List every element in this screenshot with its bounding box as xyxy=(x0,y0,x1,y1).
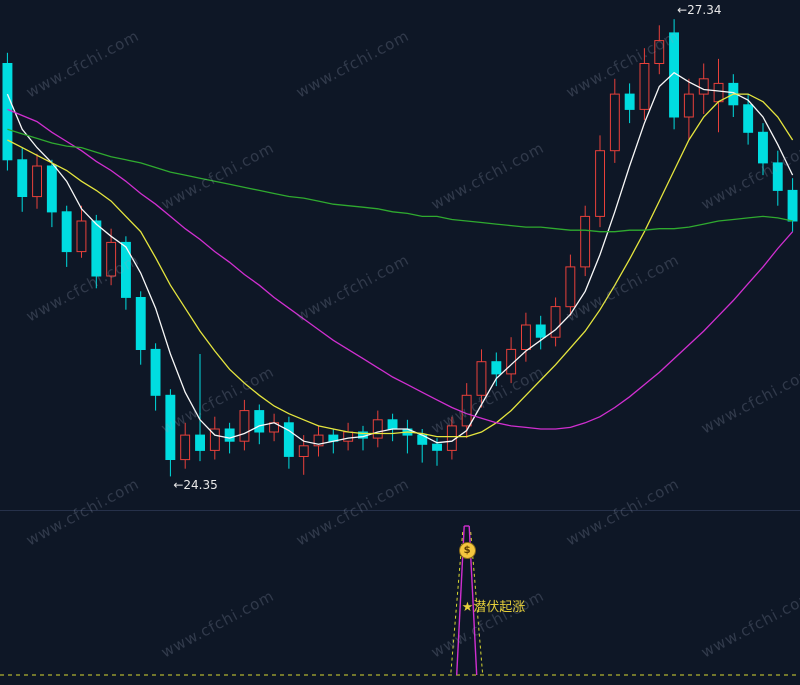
candle-down xyxy=(165,394,176,460)
candle-down xyxy=(387,419,398,430)
candle-down xyxy=(91,220,102,277)
candle-up xyxy=(506,348,517,375)
ma-line-yellow-ma xyxy=(7,93,794,438)
ma-line-white-fast-ma xyxy=(6,71,794,445)
candle-up xyxy=(550,306,561,338)
main-candlestick-chart[interactable] xyxy=(0,0,800,510)
candle-up xyxy=(106,241,117,277)
candle-down xyxy=(758,131,768,164)
candle-up xyxy=(209,428,220,451)
candle-down xyxy=(787,189,798,222)
candle-up xyxy=(461,394,472,427)
candles xyxy=(2,19,798,477)
ma-lines xyxy=(6,71,794,445)
candle-down xyxy=(46,165,57,213)
candle-up xyxy=(76,220,87,253)
candle-down xyxy=(61,211,72,253)
candle-down xyxy=(624,93,635,110)
candle-up xyxy=(521,324,531,350)
candle-up xyxy=(713,82,724,103)
candle-down xyxy=(254,410,265,433)
ma-line-magenta-ma xyxy=(7,108,794,430)
candle-down xyxy=(432,443,443,451)
candle-down xyxy=(491,361,502,375)
low-price-annotation: ←24.35 xyxy=(173,478,218,493)
ma-line-green-slow-ma xyxy=(7,128,793,233)
candle-up xyxy=(180,434,191,461)
candle-down xyxy=(135,297,146,350)
signal-spike xyxy=(0,525,800,676)
signal-label: ★潜伏起涨 xyxy=(461,600,526,615)
candle-up xyxy=(639,63,650,110)
candle-up xyxy=(609,93,620,152)
candle-up xyxy=(446,425,457,451)
candle-up xyxy=(372,419,383,439)
candle-down xyxy=(150,348,161,396)
candle-up xyxy=(32,165,42,198)
candle-up xyxy=(683,93,694,118)
candle-up xyxy=(298,445,309,457)
candle-down xyxy=(535,324,546,338)
high-price-annotation: ←27.34 xyxy=(677,3,722,18)
candle-up xyxy=(580,215,591,268)
candle-down xyxy=(283,422,294,457)
sub-indicator-panel[interactable] xyxy=(0,512,800,685)
candle-up xyxy=(476,361,487,396)
candle-up xyxy=(239,410,250,442)
candle-up xyxy=(343,431,354,442)
candle-down xyxy=(121,241,131,298)
candle-up xyxy=(698,78,709,95)
candle-down xyxy=(17,159,28,198)
candle-down xyxy=(772,162,783,191)
candle-up xyxy=(565,266,576,308)
candle-down xyxy=(743,104,754,133)
candle-down xyxy=(2,63,13,161)
candle-down xyxy=(195,434,206,451)
candle-up xyxy=(595,150,605,217)
money-bag-icon: $ xyxy=(458,542,476,559)
candle-up xyxy=(654,40,665,64)
panel-divider xyxy=(0,510,800,511)
candle-down xyxy=(224,428,235,442)
candle-up xyxy=(313,434,324,447)
